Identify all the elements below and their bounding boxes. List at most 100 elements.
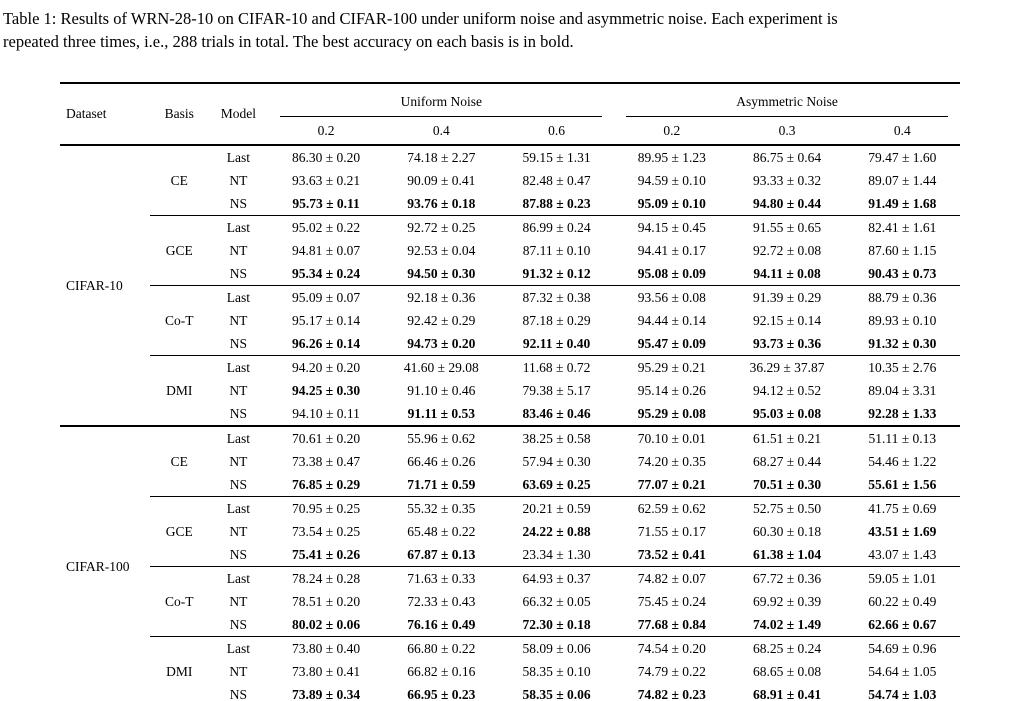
dataset-label: CIFAR-10 <box>60 144 151 426</box>
value-cell: 92.72 ± 0.08 <box>752 242 822 258</box>
table-row: NT 94.25 ± 0.30 91.10 ± 0.46 79.38 ± 5.17 95… <box>60 379 960 402</box>
value-cell: 92.72 ± 0.25 <box>383 215 499 239</box>
value-cell: 91.32 ± 0.12 <box>522 265 591 281</box>
value-cell: 94.25 ± 0.30 <box>291 382 361 398</box>
table-row: NT 94.81 ± 0.07 92.53 ± 0.04 87.11 ± 0.10 94… <box>60 239 960 262</box>
table-row: CIFAR-10 CE Last 86.30 ± 0.20 74.18 ± 2.27 59… <box>60 144 960 426</box>
header-group-row: Dataset Basis Model Uniform Noise Asymme… <box>60 83 960 146</box>
value-cell: 87.18 ± 0.29 <box>522 312 591 328</box>
value-cell: 94.80 ± 0.44 <box>752 195 822 211</box>
table-row: Co-T Last 95.09 ± 0.07 92.18 ± 0.36 87.32 ± … <box>60 285 960 356</box>
model-label: NS <box>229 546 247 562</box>
value-cell: 74.54 ± 0.20 <box>614 636 730 660</box>
value-cell: 75.41 ± 0.26 <box>291 546 361 562</box>
value-cell: 82.41 ± 1.61 <box>844 215 960 239</box>
header-basis: Basis <box>150 83 209 146</box>
value-cell: 55.61 ± 1.56 <box>868 476 937 492</box>
value-cell: 43.51 ± 1.69 <box>868 523 937 539</box>
table-row: NT 73.80 ± 0.41 66.82 ± 0.16 58.35 ± 0.10 74… <box>60 660 960 683</box>
model-label: Last <box>208 425 269 450</box>
value-cell: 80.02 ± 0.06 <box>291 616 361 632</box>
value-cell: 55.96 ± 0.62 <box>383 425 499 450</box>
value-cell: 54.46 ± 1.22 <box>868 453 937 469</box>
value-cell: 70.61 ± 0.20 <box>268 425 384 450</box>
value-cell: 91.32 ± 0.30 <box>868 335 937 351</box>
value-cell: 65.48 ± 0.22 <box>407 523 476 539</box>
model-label: Last <box>208 636 269 660</box>
value-cell: 87.11 ± 0.10 <box>522 242 591 258</box>
value-cell: 70.10 ± 0.01 <box>614 425 730 450</box>
value-cell: 70.51 ± 0.30 <box>752 476 822 492</box>
value-cell: 89.95 ± 1.23 <box>614 144 730 169</box>
value-cell: 66.95 ± 0.23 <box>407 686 476 701</box>
model-label: NS <box>229 195 247 211</box>
value-cell: 95.02 ± 0.22 <box>268 215 384 239</box>
value-cell: 91.11 ± 0.53 <box>407 405 476 421</box>
basis-label: GCE <box>150 215 209 286</box>
value-cell: 68.65 ± 0.08 <box>752 663 822 679</box>
model-label: NT <box>229 663 248 679</box>
value-cell: 95.09 ± 0.07 <box>268 285 384 309</box>
table-row: DMI Last 94.20 ± 0.20 41.60 ± 29.08 11.68 ± … <box>60 355 960 426</box>
value-cell: 94.20 ± 0.20 <box>268 355 384 379</box>
basis-label: CE <box>150 425 209 497</box>
asymmetric-noise-rule: Asymmetric Noise <box>626 94 948 117</box>
model-label: NS <box>229 335 247 351</box>
value-cell: 73.80 ± 0.40 <box>268 636 384 660</box>
value-cell: 59.05 ± 1.01 <box>844 566 960 590</box>
basis-label: Co-T <box>150 285 209 356</box>
value-cell: 82.48 ± 0.47 <box>522 172 591 188</box>
value-cell: 93.33 ± 0.32 <box>752 172 822 188</box>
table-row: NS 76.85 ± 0.29 71.71 ± 0.59 63.69 ± 0.25 77… <box>60 473 960 497</box>
value-cell: 89.07 ± 1.44 <box>868 172 937 188</box>
value-cell: 73.54 ± 0.25 <box>291 523 361 539</box>
model-label: Last <box>208 496 269 520</box>
table-row: NS 96.26 ± 0.14 94.73 ± 0.20 92.11 ± 0.40 95… <box>60 332 960 356</box>
value-cell: 76.16 ± 0.49 <box>407 616 476 632</box>
value-cell: 95.17 ± 0.14 <box>291 312 361 328</box>
value-cell: 74.02 ± 1.49 <box>752 616 822 632</box>
table-row: NT 93.63 ± 0.21 90.09 ± 0.41 82.48 ± 0.47 94… <box>60 169 960 192</box>
value-cell: 95.73 ± 0.11 <box>292 195 360 211</box>
value-cell: 60.30 ± 0.18 <box>752 523 822 539</box>
value-cell: 38.25 ± 0.58 <box>498 425 615 450</box>
value-cell: 74.82 ± 0.23 <box>637 686 706 701</box>
value-cell: 69.92 ± 0.39 <box>752 593 822 609</box>
value-cell: 68.27 ± 0.44 <box>752 453 822 469</box>
value-cell: 51.11 ± 0.13 <box>844 425 960 450</box>
value-cell: 73.52 ± 0.41 <box>637 546 706 562</box>
value-cell: 62.59 ± 0.62 <box>614 496 730 520</box>
value-cell: 92.15 ± 0.14 <box>752 312 822 328</box>
header-levels-row: 0.2 0.4 0.6 0.2 0.3 0.4 <box>60 117 960 146</box>
value-cell: 89.04 ± 3.31 <box>868 382 937 398</box>
value-cell: 66.80 ± 0.22 <box>383 636 499 660</box>
model-label: Last <box>208 144 269 169</box>
value-cell: 78.51 ± 0.20 <box>291 593 361 609</box>
header-dataset: Dataset <box>60 83 151 146</box>
value-cell: 64.93 ± 0.37 <box>498 566 615 590</box>
table-row: NS 95.73 ± 0.11 93.76 ± 0.18 87.88 ± 0.23 95… <box>60 192 960 216</box>
model-label: NS <box>229 405 247 421</box>
noise-level: 0.4 <box>383 117 499 146</box>
noise-level: 0.2 <box>614 117 730 146</box>
basis-label: DMI <box>150 636 209 701</box>
value-cell: 94.12 ± 0.52 <box>752 382 822 398</box>
value-cell: 86.75 ± 0.64 <box>729 144 845 169</box>
results-table: Dataset Basis Model Uniform Noise Asymme… <box>60 82 960 701</box>
value-cell: 87.88 ± 0.23 <box>522 195 591 211</box>
value-cell: 74.20 ± 0.35 <box>637 453 706 469</box>
value-cell: 67.87 ± 0.13 <box>407 546 476 562</box>
value-cell: 74.79 ± 0.22 <box>637 663 706 679</box>
value-cell: 91.49 ± 1.68 <box>868 195 937 211</box>
value-cell: 66.82 ± 0.16 <box>407 663 476 679</box>
value-cell: 70.95 ± 0.25 <box>268 496 384 520</box>
value-cell: 94.44 ± 0.14 <box>637 312 706 328</box>
value-cell: 95.03 ± 0.08 <box>752 405 822 421</box>
table-row: NS 95.34 ± 0.24 94.50 ± 0.30 91.32 ± 0.12 95… <box>60 262 960 286</box>
model-label: Last <box>208 355 269 379</box>
value-cell: 92.28 ± 1.33 <box>868 405 937 421</box>
model-label: NT <box>229 382 248 398</box>
value-cell: 58.35 ± 0.10 <box>522 663 591 679</box>
value-cell: 92.42 ± 0.29 <box>407 312 476 328</box>
header-asymmetric-noise: Asymmetric Noise <box>614 83 960 117</box>
